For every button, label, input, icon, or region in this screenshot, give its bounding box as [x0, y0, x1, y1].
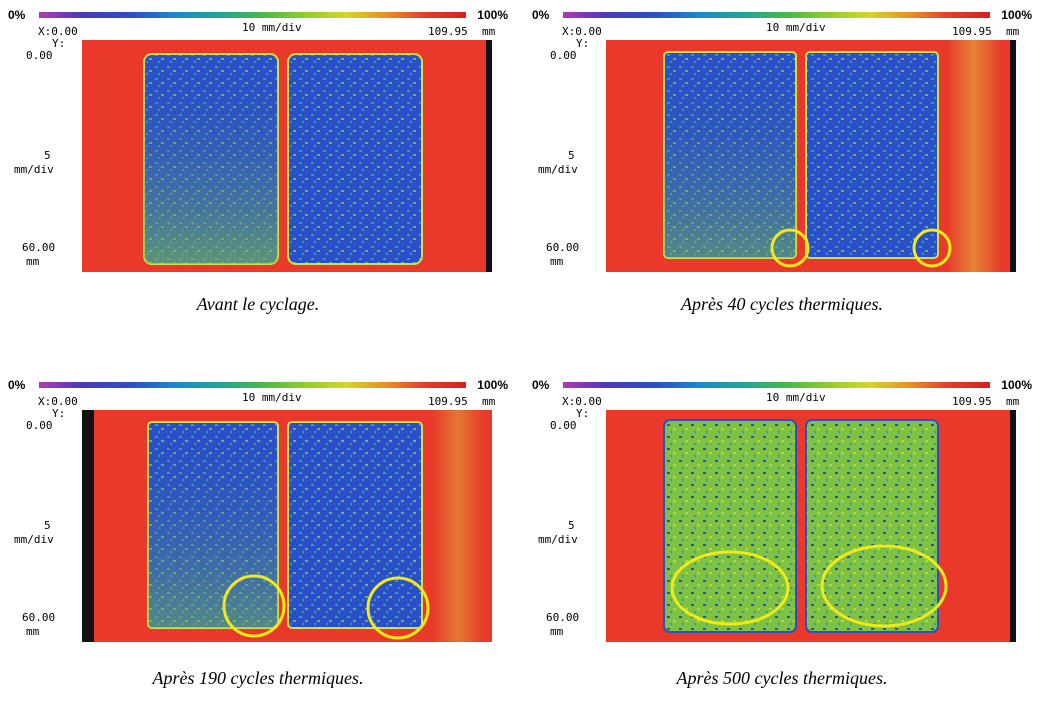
thermal-map-graphic: [82, 40, 492, 272]
thermal-map: [606, 40, 1016, 272]
y-div-unit: mm/div: [14, 163, 54, 176]
y-axis-label: Y:: [576, 37, 590, 50]
y-axis-label: Y:: [576, 407, 590, 420]
scale-min-label: 0%: [532, 8, 550, 22]
x-unit-label: mm: [482, 25, 496, 38]
panel-40-cycles: 0% 100% X:0.00 10 mm/div 109.95 mm Y: 0.…: [532, 8, 1032, 338]
x-div-label: 10 mm/div: [766, 21, 826, 34]
x-origin-label: X:0.00: [38, 395, 78, 408]
color-scale-bar: [39, 382, 466, 388]
y-axis-label: Y:: [52, 37, 66, 50]
panel-500-cycles: 0% 100% X:0.00 10 mm/div 109.95 mm Y: 0.…: [532, 378, 1032, 708]
color-scale-bar: [563, 382, 990, 388]
color-scale-bar: [39, 12, 466, 18]
x-div-label: 10 mm/div: [242, 391, 302, 404]
thermal-map-graphic: [606, 40, 1016, 272]
y-div-value: 5: [568, 519, 575, 532]
x-unit-label: mm: [482, 395, 496, 408]
y-unit-label: mm: [26, 625, 40, 638]
x-div-label: 10 mm/div: [242, 21, 302, 34]
scale-max-label: 100%: [1001, 378, 1032, 392]
y-max-label: 60.00: [546, 241, 580, 254]
color-scale: 0% 100%: [8, 378, 508, 392]
color-scale: 0% 100%: [532, 378, 1032, 392]
x-unit-label: mm: [1006, 395, 1020, 408]
y-origin-label: 0.00: [26, 49, 53, 62]
defect-circle: [820, 544, 948, 628]
panel-caption: Après 500 cycles thermiques.: [676, 668, 888, 688]
color-scale-bar: [563, 12, 990, 18]
y-max-label: 60.00: [22, 611, 56, 624]
panel-caption: Avant le cyclage.: [196, 294, 320, 314]
defect-circle: [222, 574, 286, 638]
y-div-value: 5: [44, 519, 51, 532]
color-scale: 0% 100%: [8, 8, 508, 22]
y-max-label: 60.00: [546, 611, 580, 624]
y-div-value: 5: [44, 149, 51, 162]
y-axis-label: Y:: [52, 407, 66, 420]
thermal-map-graphic: [82, 410, 492, 642]
x-max-label: 109.95: [952, 395, 992, 408]
y-unit-label: mm: [550, 255, 564, 268]
x-origin-label: X:0.00: [562, 395, 602, 408]
x-origin-label: X:0.00: [562, 25, 602, 38]
scale-max-label: 100%: [477, 8, 508, 22]
y-div-unit: mm/div: [538, 163, 578, 176]
y-unit-label: mm: [26, 255, 40, 268]
scale-min-label: 0%: [532, 378, 550, 392]
x-unit-label: mm: [1006, 25, 1020, 38]
panel-caption: Après 40 cycles thermiques.: [681, 294, 883, 314]
scale-min-label: 0%: [8, 8, 26, 22]
x-div-label: 10 mm/div: [766, 391, 826, 404]
y-div-unit: mm/div: [14, 533, 54, 546]
defect-circle: [670, 550, 790, 626]
y-unit-label: mm: [550, 625, 564, 638]
y-origin-label: 0.00: [550, 49, 577, 62]
x-origin-label: X:0.00: [38, 25, 78, 38]
color-scale: 0% 100%: [532, 8, 1032, 22]
x-max-label: 109.95: [952, 25, 992, 38]
scale-max-label: 100%: [1001, 8, 1032, 22]
thermal-map-graphic: [606, 410, 1016, 642]
thermal-map: [82, 410, 492, 642]
defect-circle: [770, 228, 810, 268]
scale-max-label: 100%: [477, 378, 508, 392]
panel-190-cycles: 0% 100% X:0.00 10 mm/div 109.95 mm Y: 0.…: [8, 378, 508, 708]
thermal-map: [606, 410, 1016, 642]
x-max-label: 109.95: [428, 25, 468, 38]
y-div-value: 5: [568, 149, 575, 162]
panel-caption: Après 190 cycles thermiques.: [152, 668, 364, 688]
panel-before-cycling: 0% 100% X:0.00 10 mm/div 109.95 mm Y: 0.…: [8, 8, 508, 338]
thermal-map: [82, 40, 492, 272]
y-div-unit: mm/div: [538, 533, 578, 546]
defect-circle: [912, 228, 952, 268]
y-max-label: 60.00: [22, 241, 56, 254]
y-origin-label: 0.00: [26, 419, 53, 432]
x-max-label: 109.95: [428, 395, 468, 408]
scale-min-label: 0%: [8, 378, 26, 392]
defect-circle: [366, 576, 430, 640]
y-origin-label: 0.00: [550, 419, 577, 432]
